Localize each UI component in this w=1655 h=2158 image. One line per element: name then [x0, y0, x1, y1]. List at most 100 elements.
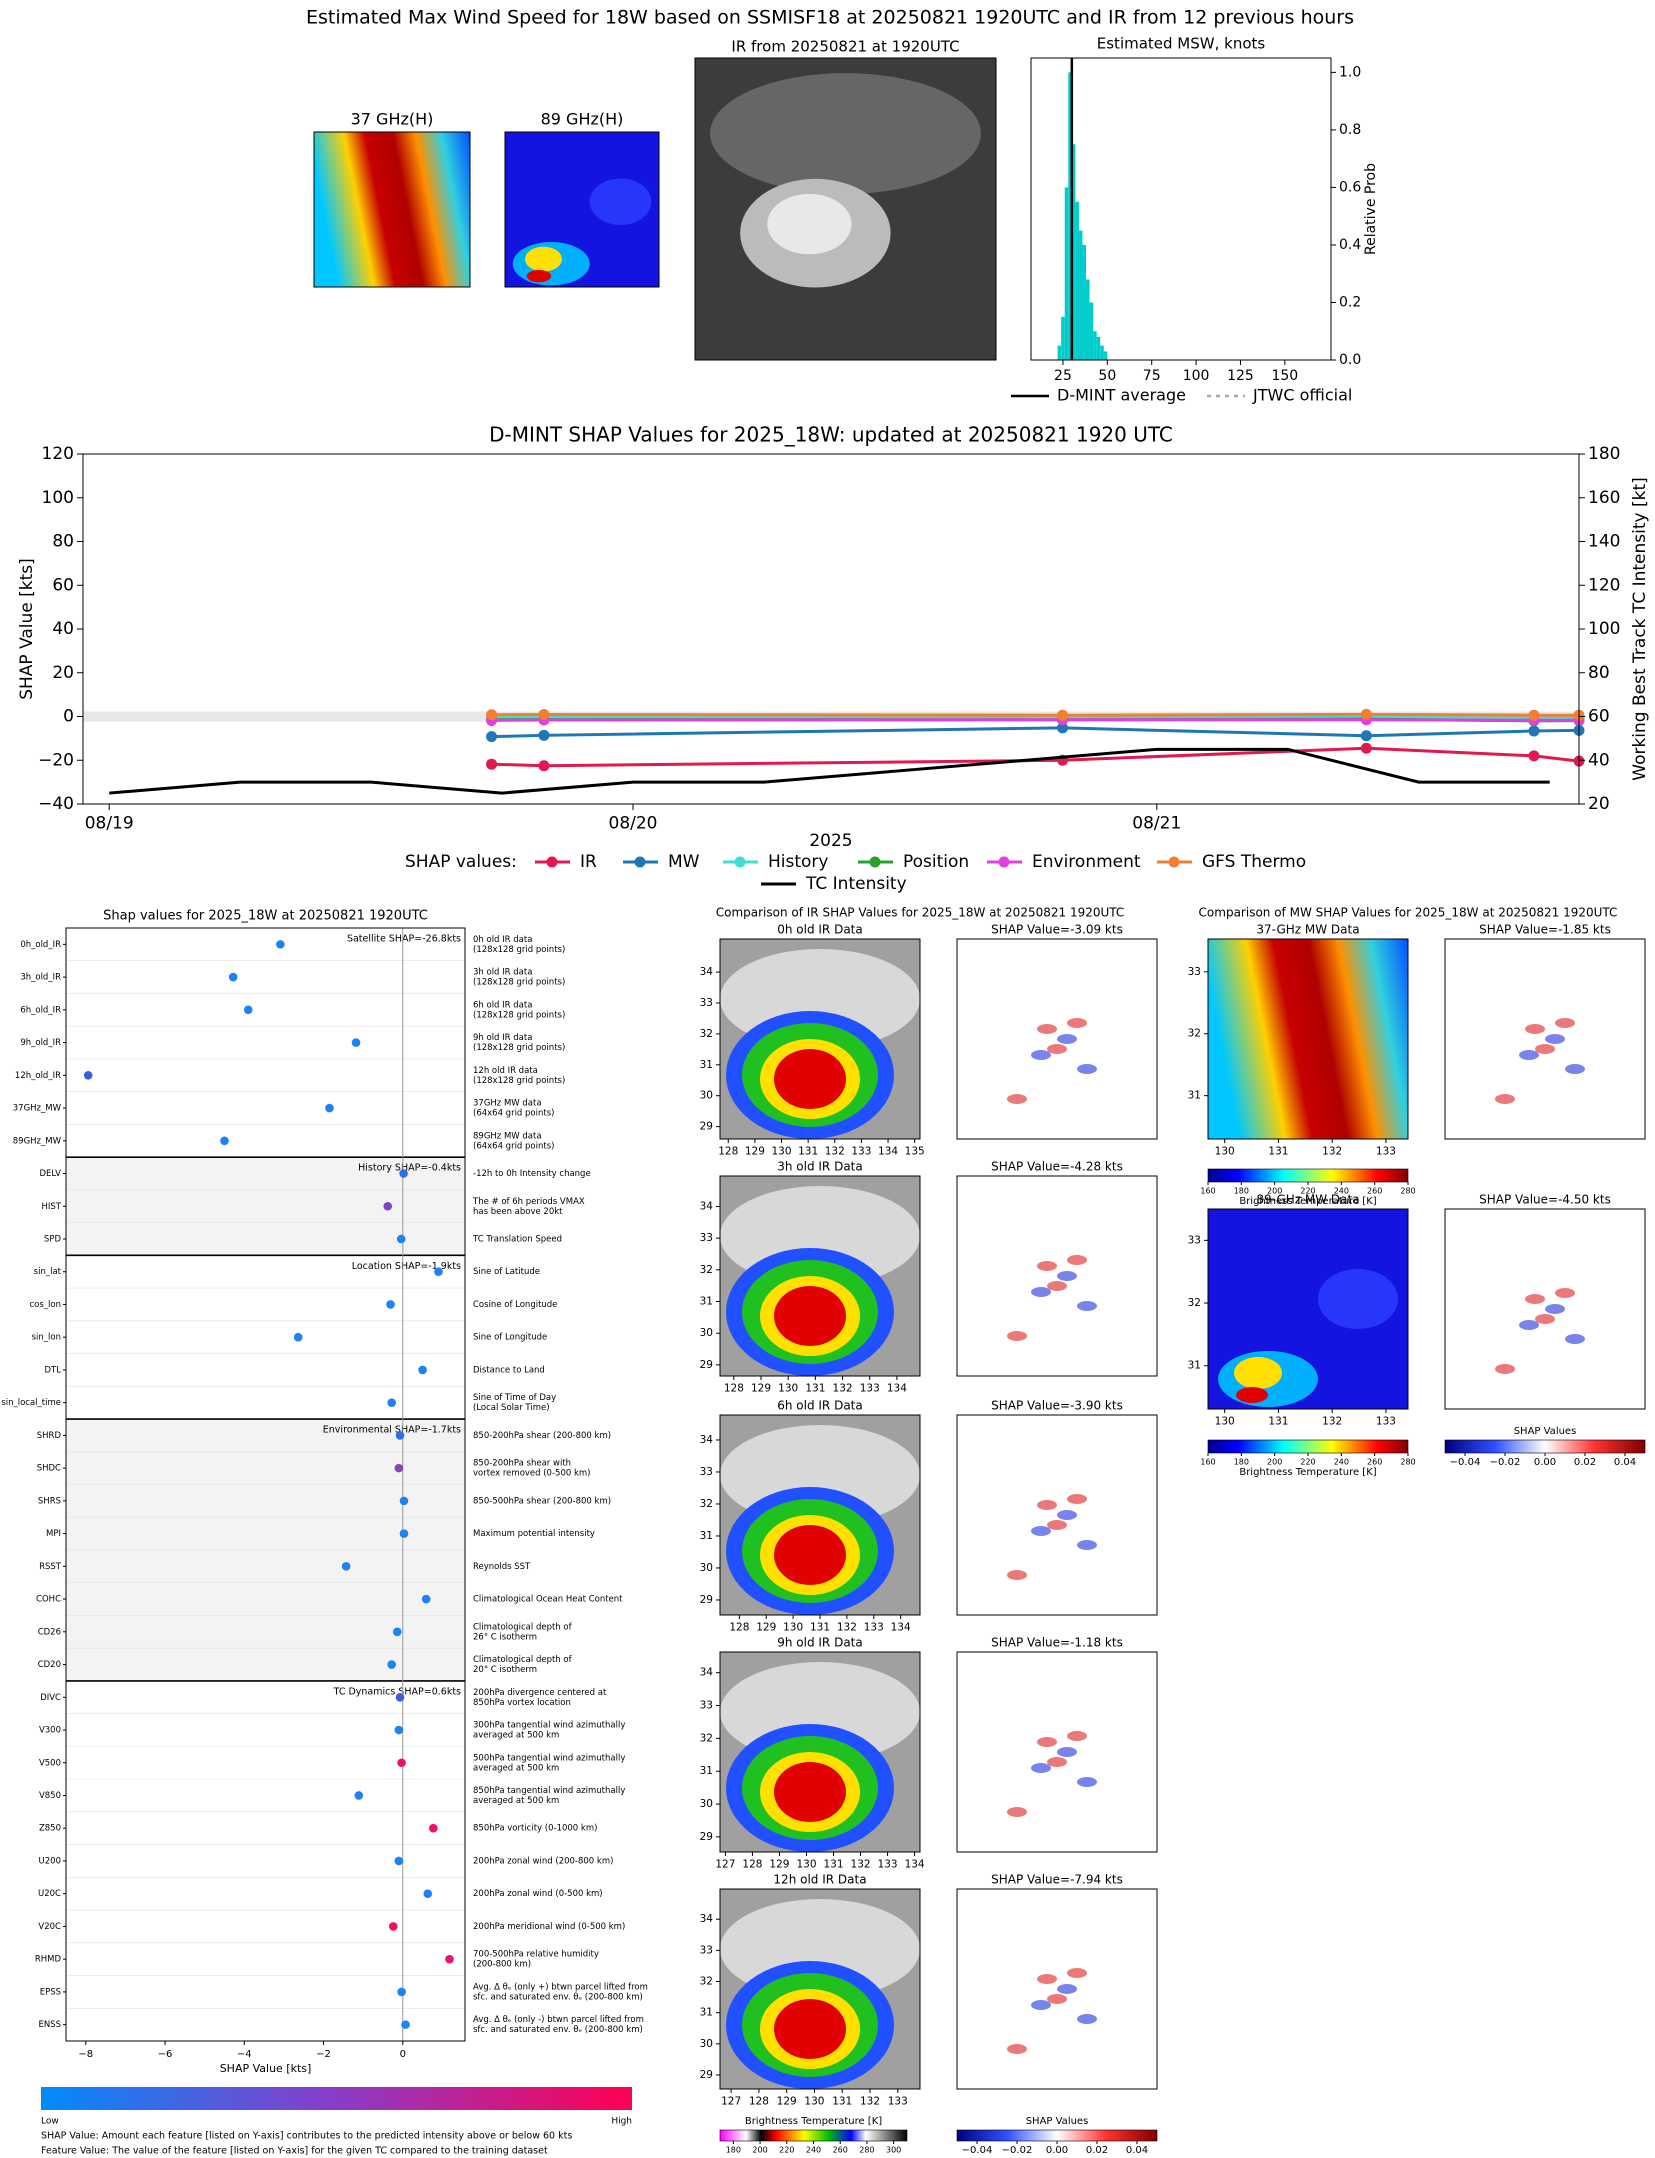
series-point: [1360, 730, 1372, 742]
legend-marker: [546, 856, 558, 868]
x-tick-label: 131: [810, 1621, 830, 1633]
feature-description: sfc. and saturated env. θₑ (200-800 km): [473, 1992, 643, 2002]
y-tick-label: 34: [700, 1434, 714, 1446]
colorbar-tick-label: 0.02: [1574, 1457, 1596, 1468]
image-feature: [767, 193, 852, 255]
x-tick-label: 132: [825, 1145, 845, 1157]
group-label: History SHAP=-0.4kts: [358, 1163, 461, 1174]
image-feature: [1057, 1510, 1077, 1520]
y-tick-label: 33: [700, 1232, 713, 1244]
series-point: [1057, 722, 1069, 734]
image-feature: [1057, 1271, 1077, 1281]
colorbar-tick-label: 180: [726, 2146, 741, 2155]
y-tick-label: −20: [38, 750, 74, 770]
bar: [1089, 302, 1094, 360]
feature-description: 850-200hPa shear with: [473, 1459, 571, 1469]
series-point: [538, 709, 550, 721]
image-feature: [1067, 1018, 1087, 1028]
colorbar-tick-label: 220: [1300, 1458, 1315, 1467]
y-tick-label: 31: [1188, 1090, 1201, 1102]
shap-point: [387, 1660, 396, 1669]
y2-tick-label: 100: [1588, 619, 1620, 639]
shap-point: [397, 1758, 406, 1768]
feature-description: 700-500hPa relative humidity: [473, 1950, 599, 1960]
colorbar-label: SHAP Values: [1514, 1426, 1577, 1437]
x-tick-label: 132: [1322, 1145, 1342, 1157]
image-feature: [1067, 1255, 1087, 1265]
feature-description: 850hPa vorticity (0-1000 km): [473, 1824, 597, 1834]
colorbar-tick-label: 0.00: [1046, 2145, 1068, 2156]
shap-point: [399, 1496, 409, 1506]
y-tick-label: 33: [700, 1700, 713, 1712]
colorbar-tick-label: 260: [1367, 1187, 1382, 1196]
legend-marker: [1168, 856, 1180, 868]
x-tick-label: 150: [1271, 368, 1298, 384]
feature-description: (128x128 grid points): [473, 1010, 565, 1020]
y-tick-label: 30: [700, 2038, 713, 2050]
panel-title: SHAP Value=-4.50 kts: [1479, 1193, 1611, 1207]
image-feature: [1555, 1288, 1575, 1298]
feature-description: Maximum potential intensity: [473, 1529, 595, 1539]
image-feature: [1077, 1301, 1097, 1311]
colorbar: [719, 2129, 908, 2142]
x-tick-label: 50: [1098, 368, 1116, 384]
series-point: [1528, 725, 1540, 737]
image-feature: [1495, 1094, 1515, 1104]
x-tick-label: 133: [1376, 1415, 1396, 1427]
feature-name: V300: [39, 1726, 61, 1736]
bar: [1061, 316, 1065, 360]
series-line: [491, 746, 1580, 768]
bar: [1082, 244, 1087, 360]
y-tick-label: 32: [700, 1028, 713, 1040]
image-feature: [1555, 1018, 1575, 1028]
image-feature: [1067, 1494, 1087, 1504]
image-feature: [526, 269, 552, 283]
image-feature: [1525, 1294, 1545, 1304]
y-tick-label: 29: [700, 2069, 713, 2081]
y2-tick-label: 60: [1588, 707, 1610, 727]
image-frame: [719, 1651, 921, 1853]
series-point: [1057, 709, 1069, 721]
feature-description: (200-800 km): [473, 1960, 531, 1970]
y-tick-label: 31: [700, 2007, 713, 2019]
colorbar-tick-label: 0.00: [1534, 1457, 1556, 1468]
image-feature: [1037, 1261, 1057, 1271]
image-feature: [1007, 1807, 1027, 1817]
legend-marker: [869, 856, 881, 868]
y-tick-label: 31: [1188, 1360, 1201, 1372]
image-feature: [1057, 1034, 1077, 1044]
feature-colorbar: [41, 2087, 632, 2110]
series-line: [491, 726, 1580, 739]
legend-label: History: [768, 852, 828, 872]
plot-frame: [1030, 57, 1332, 361]
series-point: [1528, 709, 1540, 721]
feature-description: Sine of Time of Day: [473, 1393, 556, 1403]
shap-point: [399, 1169, 408, 1178]
bar: [1057, 345, 1062, 360]
y-tick-label: 80: [52, 532, 74, 552]
colorbar-low: Low: [41, 2117, 59, 2127]
x-tick-label: 130: [796, 1858, 816, 1870]
feature-name: MPI: [46, 1529, 61, 1539]
x-tick-label: 128: [749, 2095, 769, 2107]
x-tick-label: 133: [864, 1621, 884, 1633]
y-axis-label: Relative Prob: [1363, 163, 1379, 255]
figure-title: Estimated Max Wind Speed for 18W based o…: [306, 7, 1354, 29]
x-tick-label: 25: [1054, 368, 1072, 384]
series-point: [486, 731, 498, 743]
legend-label: IR: [580, 852, 597, 872]
feature-description: 89GHz MW data: [473, 1131, 542, 1141]
x-tick-label: 132: [860, 2095, 880, 2107]
colorbar-tick-label: 220: [1300, 1187, 1315, 1196]
x-tick-label: −8: [78, 2049, 93, 2060]
image-feature: [1047, 1044, 1067, 1054]
plot-frame: [82, 453, 1580, 805]
x-tick-label: 133: [860, 1382, 880, 1394]
feature-name: 12h_old_IR: [15, 1071, 61, 1081]
bar: [1078, 230, 1083, 360]
feature-description: has been above 20kt: [473, 1207, 563, 1217]
image-feature: [1007, 1331, 1027, 1341]
colorbar-high: High: [611, 2117, 632, 2127]
panel-title: SHAP Value=-1.85 kts: [1479, 923, 1611, 937]
group-label: Location SHAP=-1.9kts: [352, 1261, 461, 1272]
